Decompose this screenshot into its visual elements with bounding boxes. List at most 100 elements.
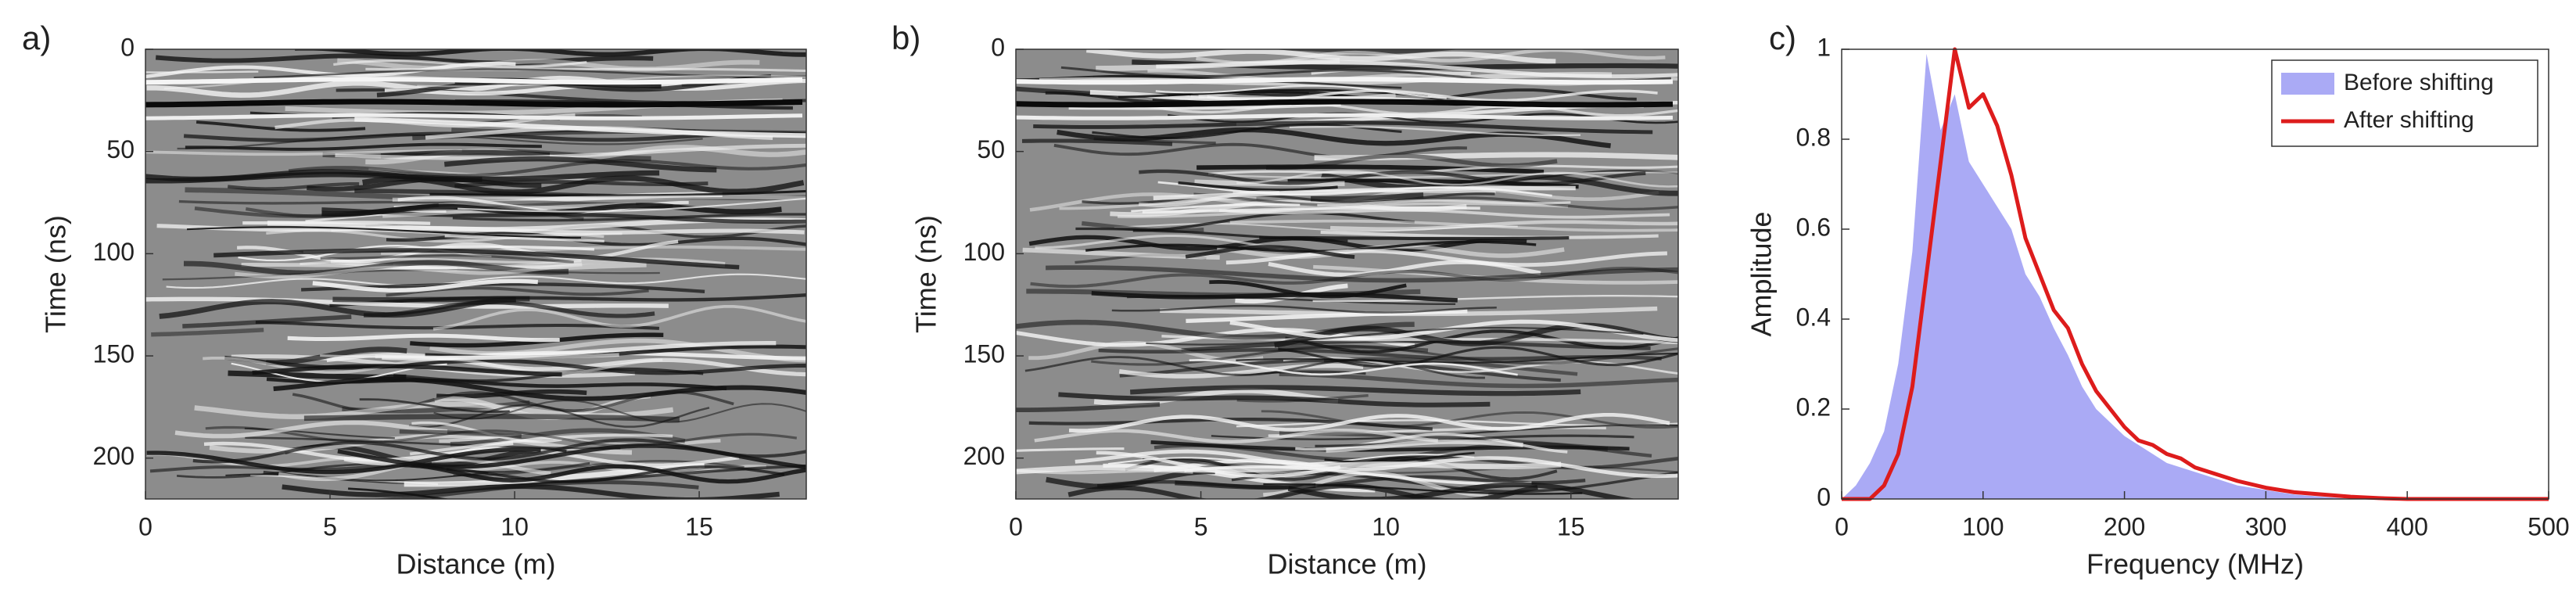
- x-tick-label: 400: [2387, 512, 2428, 540]
- reflector: [1225, 249, 1667, 267]
- reflector: [446, 465, 785, 483]
- reflector: [409, 433, 673, 456]
- line: [1842, 47, 2549, 501]
- x-tick-label: 5: [323, 512, 337, 540]
- reflector: [1155, 84, 1447, 99]
- reflector: [1236, 100, 1678, 126]
- reflector: [1146, 326, 1644, 346]
- reflector: [156, 224, 805, 235]
- reflector: [1058, 392, 1491, 407]
- x-tick-label: 500: [2528, 512, 2569, 540]
- reflector: [1160, 306, 1658, 317]
- y-axis-label: Amplitude: [1745, 211, 1778, 336]
- reflector: [1197, 164, 1545, 174]
- y-tick-label: 50: [977, 135, 1005, 163]
- reflector: [1068, 103, 1341, 110]
- reflector: [1278, 346, 1678, 368]
- reflector: [1138, 190, 1280, 208]
- y-tick-label: 0.2: [1796, 393, 1831, 421]
- reflector: [1266, 153, 1558, 170]
- reflector: [399, 429, 522, 439]
- reflector: [159, 296, 516, 319]
- reflector: [312, 278, 538, 293]
- reflector: [186, 226, 582, 239]
- reflector: [225, 472, 489, 482]
- reflector: [1317, 199, 1571, 207]
- direct-wave: [145, 99, 803, 108]
- reflector: [1118, 363, 1364, 379]
- radargram-texture: [1016, 49, 1678, 499]
- y-tick-label: 150: [963, 339, 1005, 368]
- reflector: [1131, 203, 1301, 213]
- reflector: [227, 182, 360, 191]
- reflector: [1033, 120, 1653, 135]
- reflector: [205, 425, 798, 447]
- direct-wave: [1016, 77, 1674, 85]
- reflector: [237, 239, 679, 264]
- reflector: [209, 433, 633, 455]
- direct-wave: [1016, 113, 1674, 120]
- y-tick-label: 200: [963, 442, 1005, 470]
- y-tick-label: 100: [93, 238, 135, 266]
- reflector: [255, 320, 660, 330]
- reflector: [1211, 424, 1678, 440]
- y-tick-label: 1: [1817, 33, 1831, 61]
- reflector: [1132, 211, 1415, 232]
- reflector: [145, 296, 669, 309]
- direct-wave: [1016, 99, 1674, 108]
- reflector: [1207, 164, 1678, 175]
- reflector: [392, 195, 806, 202]
- reflector: [166, 273, 806, 289]
- axes-frame: [1841, 48, 2549, 500]
- reflector: [213, 248, 740, 270]
- reflector: [1193, 192, 1678, 211]
- reflector: [1016, 402, 1161, 412]
- reflector: [425, 126, 773, 140]
- y-tick-label: 0.6: [1796, 213, 1831, 241]
- reflector: [1229, 319, 1678, 343]
- reflector: [1324, 451, 1475, 464]
- reflector: [192, 438, 806, 464]
- reflector: [1289, 125, 1581, 137]
- reflector: [1218, 208, 1670, 219]
- reflector: [380, 149, 551, 159]
- reflector: [1021, 138, 1173, 146]
- x-tick-label: 0: [138, 512, 152, 540]
- reflector: [241, 263, 457, 271]
- reflector: [432, 304, 806, 331]
- reflector: [235, 262, 583, 279]
- reflector: [1030, 267, 1678, 289]
- reflector: [1156, 60, 1678, 79]
- panel-label: b): [892, 20, 920, 56]
- reflector: [1118, 88, 1429, 99]
- reflector: [1229, 219, 1678, 232]
- reflector: [1045, 88, 1637, 104]
- y-tick-label: 50: [106, 135, 135, 163]
- x-tick-label: 0: [1835, 512, 1849, 540]
- reflector: [1016, 447, 1125, 452]
- reflector: [1046, 265, 1678, 283]
- reflector: [417, 74, 806, 88]
- reflector: [1016, 319, 1415, 340]
- direct-wave: [145, 77, 803, 85]
- direct-wave: [145, 113, 803, 120]
- reflector: [1189, 359, 1518, 376]
- x-axis-label: Distance (m): [1267, 548, 1426, 580]
- reflector: [375, 353, 619, 360]
- reflector: [1315, 434, 1634, 448]
- reflector: [1277, 344, 1429, 353]
- reflector: [274, 113, 576, 130]
- y-tick-label: 100: [963, 238, 1005, 266]
- y-tick-label: 0: [1817, 483, 1831, 511]
- y-tick-label: 0: [991, 33, 1005, 61]
- reflector: [359, 398, 510, 413]
- reflector: [1330, 220, 1678, 231]
- reflector: [1016, 461, 1562, 475]
- radargram-texture: [145, 49, 806, 499]
- x-tick-label: 0: [1009, 512, 1023, 540]
- reflector: [1139, 169, 1646, 186]
- reflector: [1034, 428, 1439, 444]
- reflector: [1093, 387, 1339, 407]
- legend-label: After shifting: [2344, 107, 2474, 133]
- panel-label: a): [22, 20, 51, 56]
